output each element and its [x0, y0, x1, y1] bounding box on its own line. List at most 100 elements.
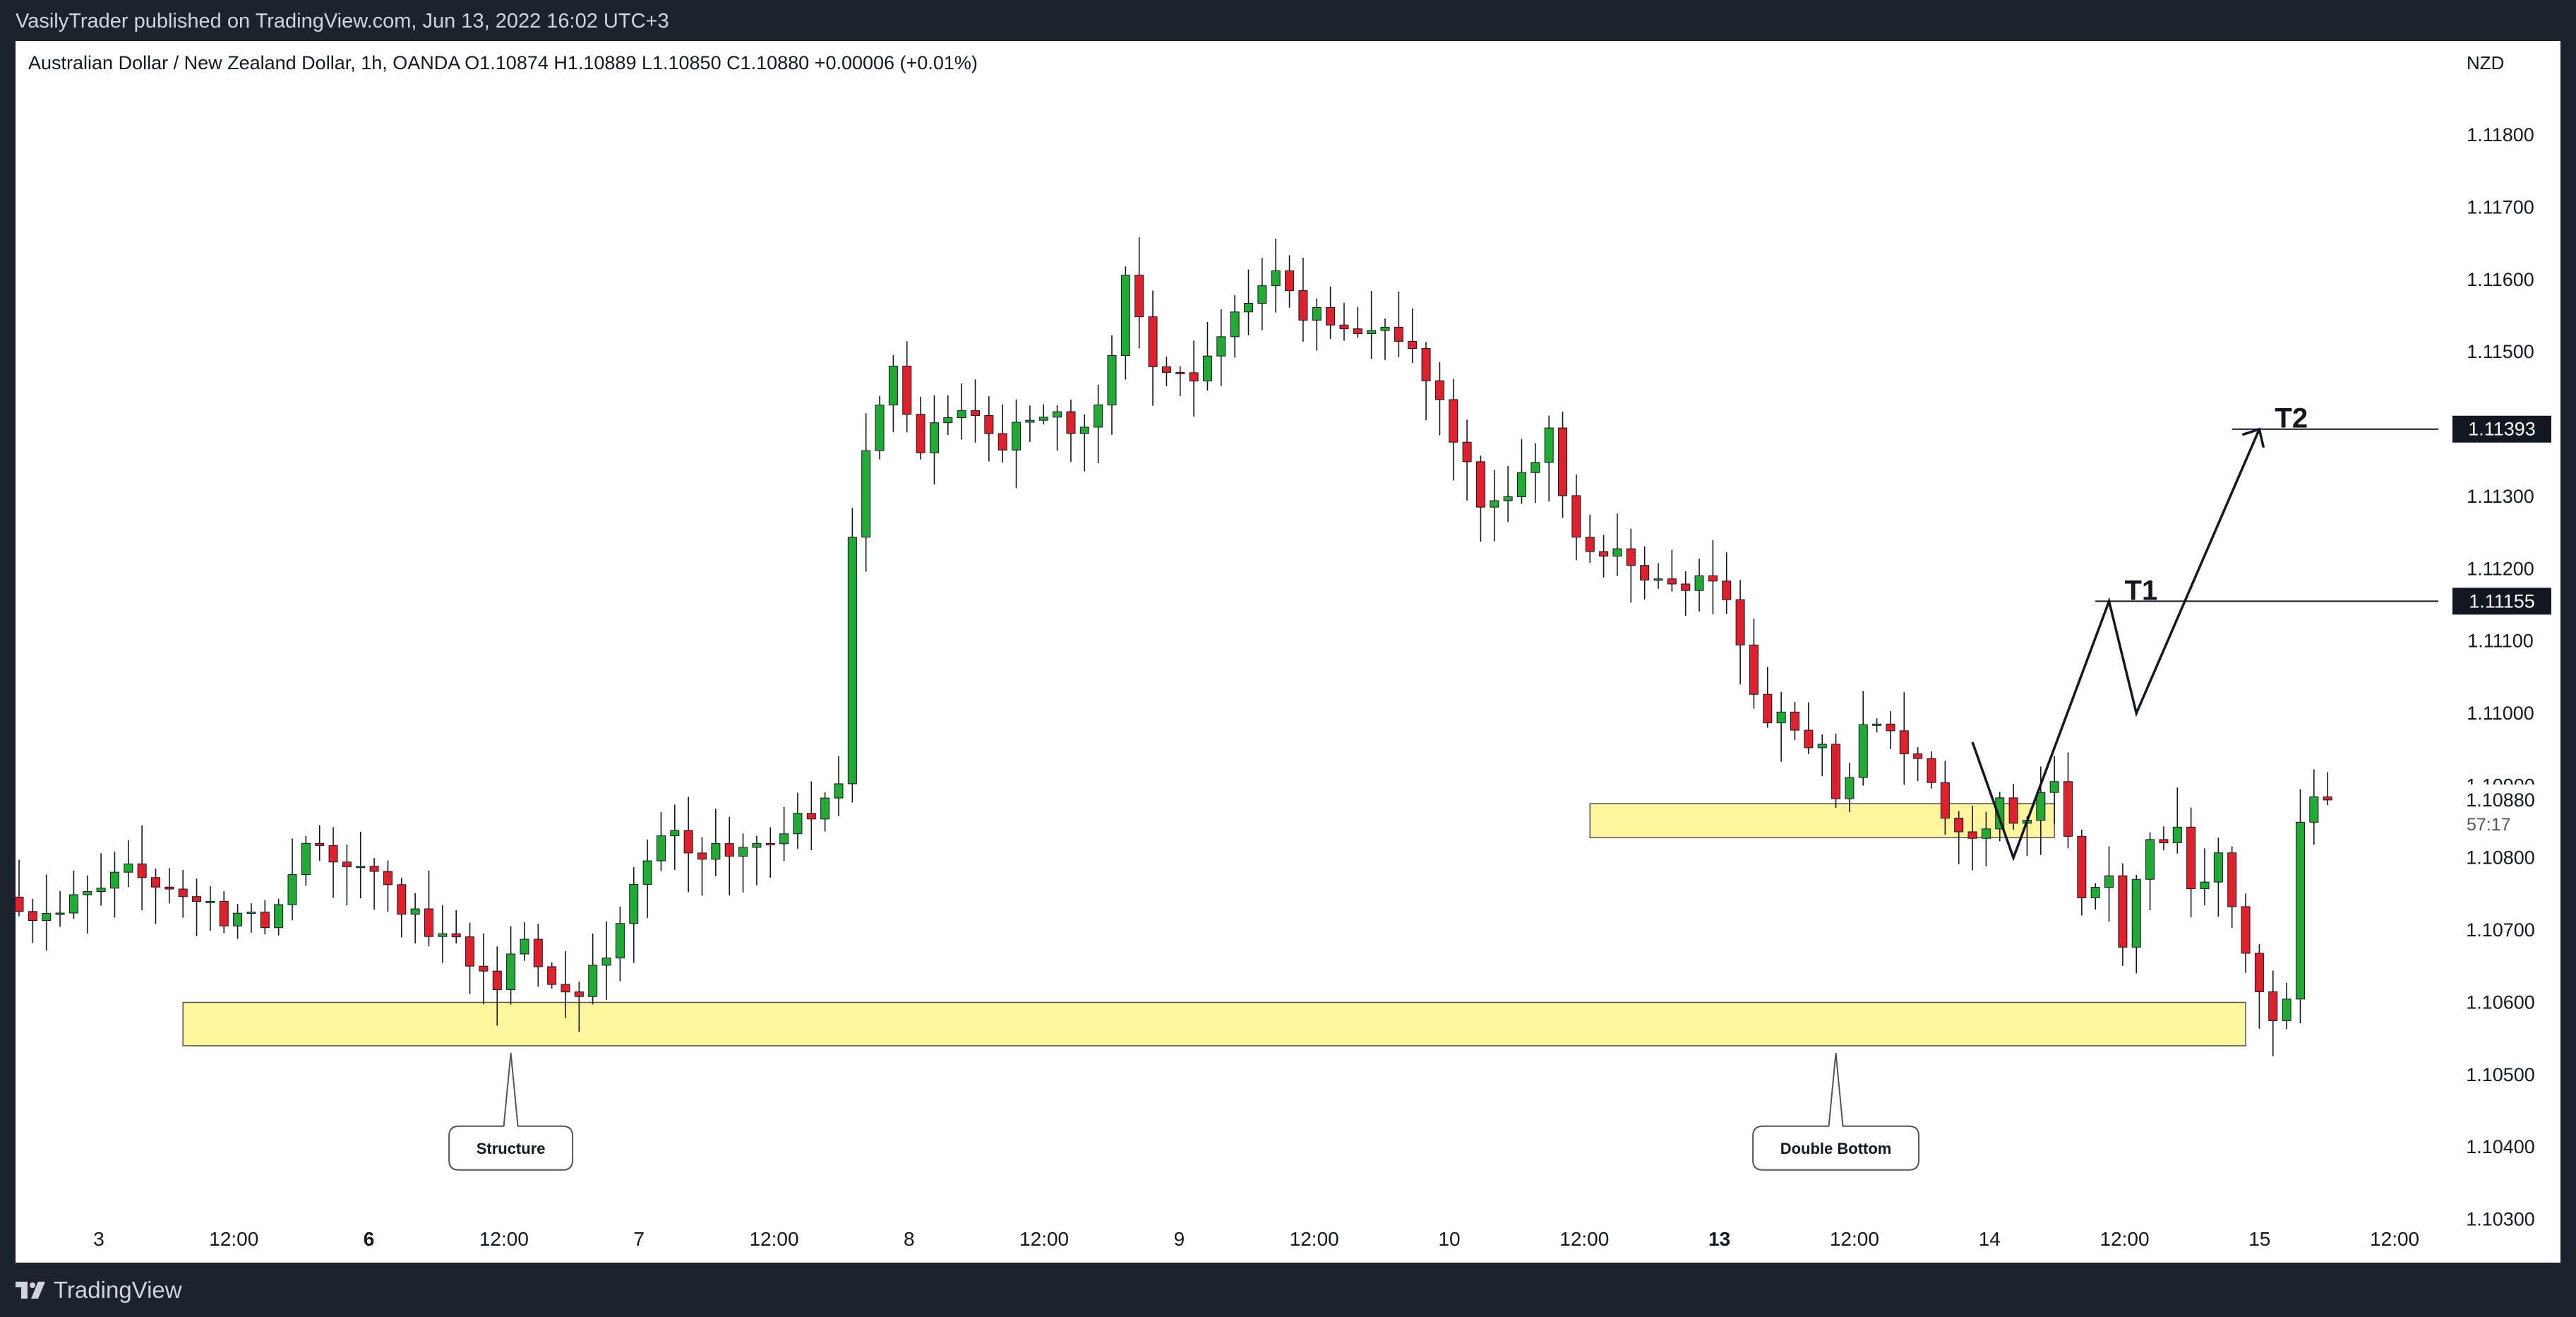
candle-63: [875, 395, 885, 460]
candle-132: [1817, 734, 1827, 776]
candle-78: [1079, 415, 1089, 472]
candle-body-166: [2282, 999, 2292, 1021]
candle-body-68: [943, 417, 953, 424]
chart-panel[interactable]: T1 T2 Structure Double Bottom 1.11800 1.1170…: [16, 41, 2560, 1263]
candle-body-77: [1066, 411, 1076, 434]
x-tick-14: 14: [1979, 1228, 2001, 1250]
last-price-value: 1.10880: [2466, 789, 2535, 811]
candle-27: [383, 860, 393, 912]
candle-body-146: [2008, 797, 2018, 824]
candle-153: [2104, 846, 2114, 922]
candle-74: [1025, 405, 1035, 442]
candle-body-9: [137, 863, 147, 878]
candle-144: [1981, 811, 1991, 866]
candle-79: [1094, 384, 1103, 464]
candle-0: [16, 859, 24, 917]
candle-94: [1298, 257, 1308, 342]
candle-body-101: [1394, 326, 1403, 342]
candle-body-78: [1079, 427, 1089, 434]
candle-30: [424, 870, 433, 946]
candle-body-134: [1845, 777, 1855, 799]
candle-body-62: [861, 450, 871, 538]
candle-112: [1544, 415, 1554, 502]
projection-arrowhead: [2241, 427, 2265, 448]
y-tick-7: 1.11100: [2467, 631, 2534, 652]
candle-body-65: [902, 365, 912, 415]
candle-91: [1257, 258, 1267, 330]
candle-body-113: [1558, 427, 1568, 496]
candle-101: [1394, 292, 1403, 357]
candle-body-164: [2254, 953, 2264, 992]
candle-body-29: [410, 908, 420, 915]
candle-body-50: [697, 852, 707, 860]
tradingview-logo[interactable]: TradingView: [16, 1277, 182, 1304]
candle-149: [2049, 756, 2059, 824]
candle-body-35: [492, 970, 502, 991]
candle-body-89: [1230, 311, 1240, 338]
candle-23: [328, 827, 338, 898]
candle-7: [109, 852, 119, 918]
candle-body-150: [2063, 781, 2073, 837]
candle-body-7: [109, 871, 119, 889]
candle-42: [588, 933, 598, 1005]
callout-text-0: Structure: [477, 1140, 546, 1157]
candle-body-157: [2159, 839, 2169, 844]
candle-body-14: [205, 900, 215, 903]
candle-76: [1053, 405, 1062, 451]
candle-body-125: [1722, 580, 1732, 600]
candle-body-118: [1626, 548, 1636, 566]
candle-31: [438, 905, 448, 963]
tradingview-logo-icon: [16, 1282, 45, 1299]
candle-165: [2268, 970, 2278, 1056]
candle-body-67: [929, 422, 939, 453]
candle-body-24: [342, 862, 352, 867]
candle-84: [1161, 357, 1171, 386]
tradingview-brand: TradingView: [54, 1277, 182, 1303]
candle-body-162: [2227, 852, 2237, 907]
candle-body-51: [711, 843, 721, 860]
candle-body-123: [1694, 575, 1704, 591]
candle-89: [1230, 295, 1240, 358]
candle-142: [1954, 811, 1964, 864]
candle-5: [83, 875, 92, 934]
candle-body-82: [1134, 275, 1144, 318]
candle-168: [2309, 769, 2319, 845]
candle-167: [2295, 789, 2305, 1024]
candle-146: [2008, 784, 2018, 830]
y-tick-13: 1.10500: [2466, 1064, 2535, 1085]
x-tick-2: 6: [364, 1228, 375, 1250]
candle-154: [2118, 863, 2128, 966]
candle-17: [246, 903, 256, 933]
candle-99: [1367, 290, 1377, 359]
candle-54: [752, 835, 762, 886]
candle-body-111: [1530, 462, 1540, 473]
candle-65: [902, 341, 912, 433]
candle-body-61: [847, 537, 857, 785]
candle-124: [1708, 540, 1718, 614]
y-tick-6: 1.11200: [2467, 558, 2534, 579]
candle-body-0: [16, 896, 24, 912]
x-tick-15: 12:00: [2099, 1228, 2149, 1250]
candle-body-79: [1094, 404, 1103, 428]
candle-body-114: [1571, 495, 1581, 538]
callout-text-1: Double Bottom: [1780, 1140, 1892, 1157]
candle-103: [1421, 342, 1431, 421]
candle-body-108: [1490, 500, 1499, 508]
callout-bubble-0: [448, 1053, 574, 1171]
candle-61: [847, 508, 857, 803]
candle-body-76: [1053, 411, 1062, 418]
candle-body-152: [2090, 887, 2100, 898]
candle-143: [1967, 805, 1977, 871]
candle-159: [2186, 807, 2196, 917]
candle-body-126: [1735, 599, 1745, 645]
candle-1: [28, 898, 37, 943]
price-chart[interactable]: T1 T2 Structure Double Bottom 1.11800 1.1170…: [16, 41, 2560, 1263]
candle-35: [492, 946, 502, 1026]
candle-22: [315, 825, 325, 862]
candle-body-158: [2172, 826, 2182, 844]
x-tick-4: 7: [633, 1228, 645, 1250]
candle-14: [205, 886, 215, 931]
candle-body-11: [164, 886, 174, 890]
candle-98: [1353, 306, 1362, 338]
candle-107: [1475, 455, 1485, 542]
